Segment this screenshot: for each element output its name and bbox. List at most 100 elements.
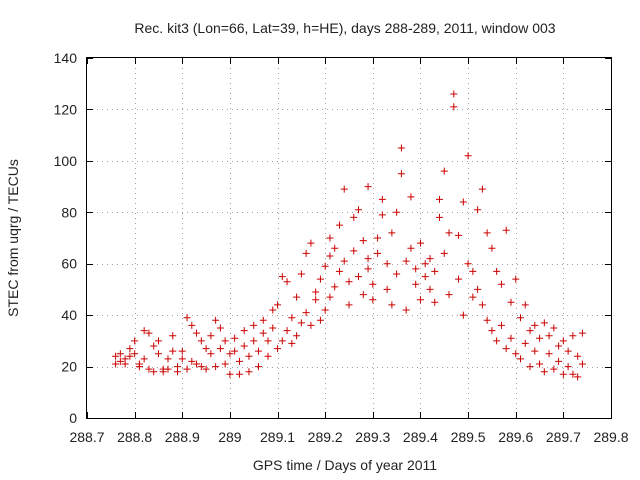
data-point — [464, 260, 472, 268]
data-point — [154, 337, 162, 345]
data-point — [412, 265, 420, 273]
data-point — [478, 185, 486, 193]
data-point — [112, 360, 120, 368]
data-point — [183, 365, 191, 373]
data-point — [221, 360, 229, 368]
data-point — [512, 275, 520, 283]
x-tick-label: 289.4 — [403, 429, 438, 445]
data-point — [502, 226, 510, 234]
x-tick-label: 289.5 — [451, 429, 486, 445]
data-point — [388, 301, 396, 309]
data-point — [335, 221, 343, 229]
y-tick-label: 140 — [54, 50, 78, 66]
data-point — [493, 337, 501, 345]
data-point — [474, 285, 482, 293]
data-point — [550, 365, 558, 373]
data-point — [269, 306, 277, 314]
data-point — [536, 360, 544, 368]
data-point — [169, 332, 177, 340]
data-point — [250, 337, 258, 345]
data-point — [283, 327, 291, 335]
data-point — [116, 350, 124, 358]
data-point — [497, 321, 505, 329]
data-point — [564, 347, 572, 355]
data-point — [421, 273, 429, 281]
data-point — [350, 213, 358, 221]
data-point — [569, 332, 577, 340]
data-point — [578, 329, 586, 337]
data-point — [188, 321, 196, 329]
data-point — [516, 314, 524, 322]
data-point — [383, 260, 391, 268]
data-point — [493, 267, 501, 275]
data-point — [459, 198, 467, 206]
data-point — [331, 244, 339, 252]
data-point — [231, 347, 239, 355]
data-point — [250, 321, 258, 329]
data-point — [178, 347, 186, 355]
grid — [87, 58, 611, 418]
data-point — [550, 324, 558, 332]
data-point — [264, 337, 272, 345]
data-point — [240, 327, 248, 335]
data-point — [436, 195, 444, 203]
data-point — [226, 370, 234, 378]
data-point — [359, 291, 367, 299]
data-point — [393, 270, 401, 278]
data-point — [307, 321, 315, 329]
data-point — [488, 244, 496, 252]
data-point — [345, 301, 353, 309]
x-axis-label: GPS time / Days of year 2011 — [253, 457, 437, 473]
data-point — [326, 252, 334, 260]
data-point — [445, 229, 453, 237]
data-point — [378, 195, 386, 203]
x-tick-label: 289.8 — [593, 429, 628, 445]
data-point — [274, 301, 282, 309]
data-point — [421, 260, 429, 268]
data-point — [216, 345, 224, 353]
data-point — [216, 324, 224, 332]
data-point — [526, 363, 534, 371]
y-tick-label: 60 — [61, 256, 77, 272]
data-point — [388, 229, 396, 237]
data-point — [516, 355, 524, 363]
y-tick-labels: 0 20 40 60 80 100 120 140 — [54, 50, 78, 426]
data-point — [316, 275, 324, 283]
data-point — [407, 193, 415, 201]
data-point — [369, 296, 377, 304]
data-point — [302, 249, 310, 257]
data-point — [502, 345, 510, 353]
data-point — [326, 234, 334, 242]
data-point — [559, 337, 567, 345]
data-point — [426, 255, 434, 263]
data-point — [193, 360, 201, 368]
x-tick-label: 289 — [218, 429, 242, 445]
data-point — [321, 262, 329, 270]
data-point — [140, 327, 148, 335]
data-point — [412, 280, 420, 288]
data-point — [416, 296, 424, 304]
data-point — [374, 249, 382, 257]
data-point — [288, 339, 296, 347]
data-point — [531, 321, 539, 329]
data-point — [402, 257, 410, 265]
data-point — [212, 363, 220, 371]
data-point — [174, 368, 182, 376]
data-point — [269, 324, 277, 332]
plot-frame — [86, 57, 612, 419]
data-point — [431, 267, 439, 275]
y-axis-label: STEC from uqrg / TECUs — [5, 159, 21, 317]
data-point — [426, 285, 434, 293]
data-point — [483, 316, 491, 324]
data-point — [369, 280, 377, 288]
data-point — [445, 291, 453, 299]
data-point — [497, 280, 505, 288]
y-tick-label: 40 — [61, 307, 77, 323]
data-point — [364, 255, 372, 263]
data-point — [488, 327, 496, 335]
data-point — [226, 350, 234, 358]
data-point — [350, 247, 358, 255]
data-point — [135, 363, 143, 371]
x-tick-label: 289.3 — [355, 429, 390, 445]
